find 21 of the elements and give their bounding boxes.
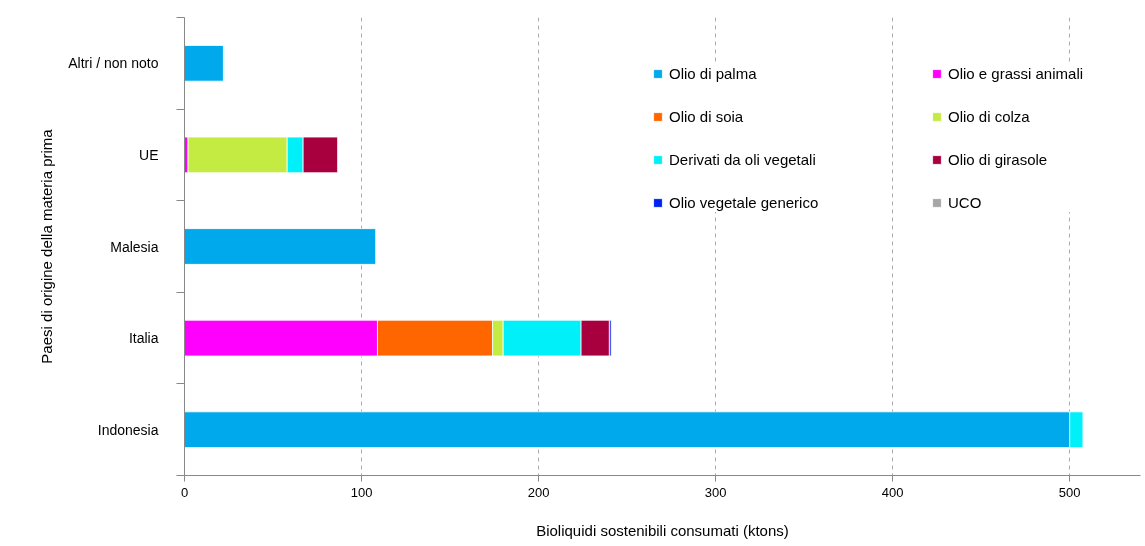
- x-tick-label: 100: [350, 484, 373, 500]
- y-tick-label: Italia: [128, 330, 159, 347]
- legend-label: Derivati da oli vegetali: [669, 149, 816, 169]
- y-tick-label: Malesia: [110, 238, 159, 255]
- y-tick-label: Altri / non noto: [68, 55, 159, 72]
- y-tick-label: UE: [139, 146, 159, 163]
- x-tick-label: 200: [527, 484, 550, 500]
- x-tick-label: 0: [180, 484, 189, 500]
- x-tick-label: 400: [881, 484, 904, 500]
- legend-label: Olio di girasole: [948, 149, 1048, 169]
- y-axis-title: Paesi di origine della materia prima: [38, 128, 56, 364]
- legend-label: Olio di palma: [669, 63, 757, 83]
- legend-label: Olio di soia: [669, 106, 744, 126]
- legend-label: Olio vegetale generico: [669, 192, 819, 212]
- x-tick-label: 300: [704, 484, 727, 500]
- x-axis-title: Bioliquidi sostenibili consumati (ktons): [536, 521, 789, 539]
- x-tick-label: 500: [1058, 484, 1081, 500]
- legend-label: Olio e grassi animali: [948, 63, 1084, 83]
- y-tick-label: Indonesia: [97, 421, 159, 438]
- legend-label: Olio di colza: [948, 106, 1030, 126]
- legend-label: UCO: [948, 192, 982, 212]
